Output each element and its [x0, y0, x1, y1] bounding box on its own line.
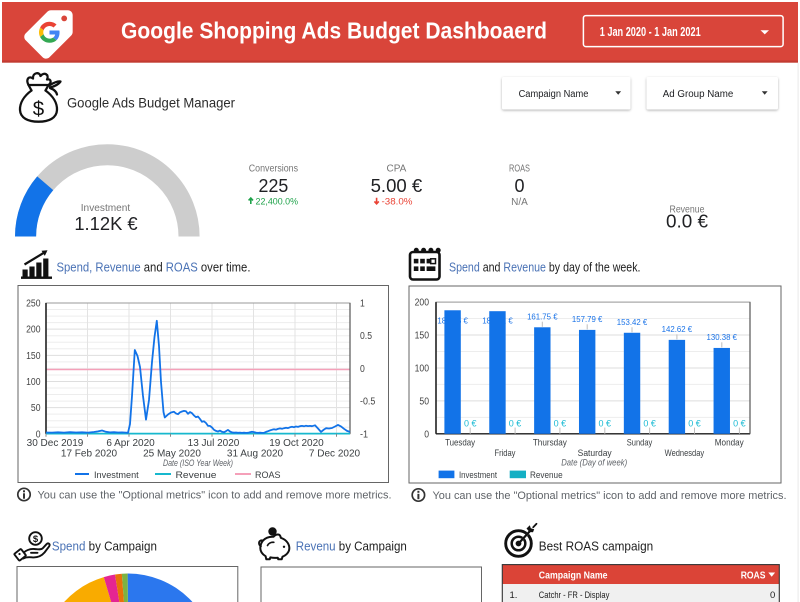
svg-text:0: 0: [514, 176, 524, 196]
svg-text:6 Apr 2020: 6 Apr 2020: [106, 438, 155, 449]
svg-text:Spend, Revenue and ROAS over t: Spend, Revenue and ROAS over time.: [57, 260, 251, 275]
svg-text:30 Dec 2019: 30 Dec 2019: [27, 438, 84, 449]
svg-text:0.0 €: 0.0 €: [666, 212, 708, 232]
svg-text:0: 0: [36, 429, 41, 440]
svg-text:150: 150: [415, 331, 430, 342]
svg-text:225: 225: [259, 176, 289, 196]
svg-text:153.42 €: 153.42 €: [617, 317, 648, 327]
svg-text:Revenue: Revenue: [670, 204, 705, 215]
svg-text:5.00 €: 5.00 €: [371, 176, 423, 196]
svg-text:161.75 €: 161.75 €: [527, 311, 558, 321]
svg-text:130.38 €: 130.38 €: [707, 332, 738, 342]
svg-text:You can use the "Optional metr: You can use the "Optional metrics" icon …: [38, 490, 392, 502]
svg-text:0 €: 0 €: [643, 418, 656, 428]
svg-text:-38.0%: -38.0%: [382, 196, 414, 207]
svg-text:7 Dec 2020: 7 Dec 2020: [309, 449, 361, 460]
svg-text:$: $: [33, 534, 39, 545]
svg-text:Date (Day of week): Date (Day of week): [561, 458, 627, 469]
svg-text:Revenue: Revenue: [530, 470, 563, 480]
svg-text:Best ROAS campaign: Best ROAS campaign: [539, 539, 653, 554]
svg-text:0: 0: [424, 429, 429, 440]
svg-text:1.: 1.: [510, 590, 518, 601]
svg-text:0 €: 0 €: [464, 418, 477, 428]
svg-text:-0.5: -0.5: [360, 397, 376, 408]
svg-text:Monday: Monday: [715, 438, 744, 448]
svg-text:Google Shopping Ads Budget Das: Google Shopping Ads Budget Dashboaerd: [121, 18, 547, 44]
svg-text:Campaign Name: Campaign Name: [519, 89, 589, 100]
svg-text:13 Jul 2020: 13 Jul 2020: [188, 438, 240, 449]
svg-text:150: 150: [26, 351, 41, 362]
svg-text:Ad Group Name: Ad Group Name: [663, 89, 734, 100]
svg-text:0 €: 0 €: [554, 418, 567, 428]
svg-text:0 €: 0 €: [599, 418, 612, 428]
svg-text:1.12K €: 1.12K €: [74, 213, 138, 234]
svg-text:31 Aug 2020: 31 Aug 2020: [227, 449, 284, 460]
svg-text:You can use the "Optional metr: You can use the "Optional metrics" icon …: [433, 490, 787, 502]
svg-text:Investment: Investment: [94, 470, 139, 481]
svg-text:Catchr - FR - Display: Catchr - FR - Display: [539, 590, 610, 601]
svg-text:0 €: 0 €: [509, 418, 522, 428]
svg-text:142.62 €: 142.62 €: [662, 324, 693, 334]
svg-text:Sunday: Sunday: [627, 438, 653, 448]
svg-text:25 May 2020: 25 May 2020: [143, 449, 201, 460]
svg-text:Revenu by Campaign: Revenu by Campaign: [296, 539, 407, 554]
svg-text:17 Feb 2020: 17 Feb 2020: [61, 449, 118, 460]
svg-text:157.79 €: 157.79 €: [572, 314, 603, 324]
svg-text:200: 200: [415, 298, 430, 309]
svg-text:CPA: CPA: [386, 163, 406, 174]
svg-text:1: 1: [360, 299, 365, 310]
svg-text:0 €: 0 €: [733, 418, 746, 428]
svg-text:1 Jan 2020 - 1 Jan 2021: 1 Jan 2020 - 1 Jan 2021: [600, 25, 701, 39]
svg-text:200: 200: [26, 325, 41, 336]
svg-text:ROAS: ROAS: [255, 470, 281, 481]
svg-text:Wednesday: Wednesday: [665, 448, 705, 458]
svg-text:0: 0: [360, 364, 365, 375]
svg-text:Investment: Investment: [81, 202, 131, 214]
svg-text:Investment: Investment: [459, 470, 497, 480]
svg-text:0: 0: [770, 590, 775, 601]
svg-text:50: 50: [31, 403, 41, 414]
svg-text:Revenue: Revenue: [176, 470, 217, 481]
svg-text:19 Oct 2020: 19 Oct 2020: [269, 438, 324, 449]
svg-text:22,400.0%: 22,400.0%: [256, 196, 299, 207]
svg-text:Campaign Name: Campaign Name: [539, 570, 608, 582]
svg-text:100: 100: [415, 363, 430, 374]
svg-text:100: 100: [26, 377, 41, 388]
svg-text:0 €: 0 €: [688, 418, 701, 428]
svg-text:Date (ISO Year Week): Date (ISO Year Week): [163, 458, 233, 469]
svg-text:Saturday: Saturday: [578, 448, 612, 458]
svg-text:$: $: [33, 98, 45, 121]
svg-text:N/A: N/A: [511, 197, 528, 208]
svg-text:Thursday: Thursday: [533, 438, 567, 448]
svg-text:ROAS: ROAS: [509, 163, 530, 174]
svg-text:50: 50: [419, 396, 429, 407]
svg-text:Friday: Friday: [494, 448, 515, 458]
svg-text:Spend and Revenue by day of th: Spend and Revenue by day of the week.: [449, 260, 641, 275]
svg-text:Tuesday: Tuesday: [445, 438, 475, 448]
svg-text:0.5: 0.5: [360, 331, 372, 342]
svg-text:Google Ads Budget Manager: Google Ads Budget Manager: [67, 95, 235, 111]
svg-text:ROAS: ROAS: [741, 570, 766, 582]
svg-text:Conversions: Conversions: [249, 163, 298, 174]
svg-text:-1: -1: [360, 429, 368, 440]
svg-text:250: 250: [26, 299, 41, 310]
svg-text:Spend by Campaign: Spend by Campaign: [52, 539, 157, 554]
